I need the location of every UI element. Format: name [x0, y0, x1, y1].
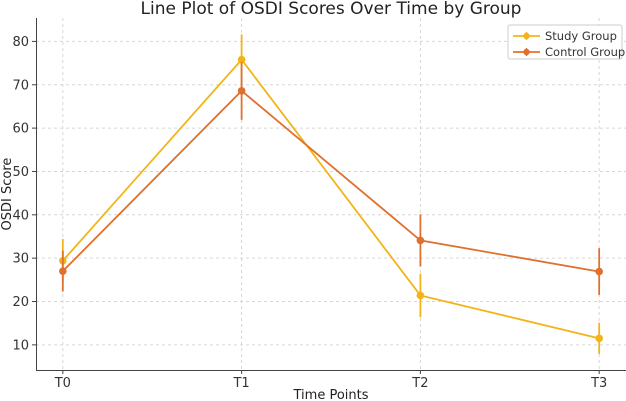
x-tick-label: T3 [590, 376, 607, 391]
data-point [416, 291, 425, 300]
grid [36, 18, 626, 370]
chart-title: Line Plot of OSDI Scores Over Time by Gr… [141, 0, 522, 19]
data-point [416, 236, 425, 245]
legend-box [507, 24, 623, 60]
data-point [595, 334, 603, 343]
y-tick-label: 20 [12, 295, 29, 310]
y-tick-label: 50 [12, 165, 29, 180]
x-tick-label: T0 [54, 376, 71, 391]
data-point [237, 87, 246, 95]
y-axis-label: OSDI Score [0, 158, 15, 231]
y-tick-label: 40 [12, 208, 29, 223]
y-tick-label: 80 [12, 35, 29, 50]
legend: Study Group Control Group [507, 24, 625, 60]
y-ticks: 10 20 30 40 50 60 70 80 [12, 35, 36, 353]
x-ticks: T0 T1 T2 T3 [54, 370, 607, 391]
series-control-group [59, 61, 603, 296]
legend-label: Study Group [545, 29, 617, 43]
legend-marker [523, 32, 530, 40]
series-line [62, 89, 600, 273]
y-tick-label: 30 [12, 252, 29, 267]
data-point [237, 55, 246, 64]
x-axis-label: Time Points [293, 388, 369, 401]
y-tick-label: 60 [12, 122, 29, 137]
data-point [595, 267, 603, 276]
series-layer [59, 34, 603, 354]
legend-marker [523, 48, 530, 56]
series-study-group [59, 34, 603, 354]
series-line [62, 58, 600, 340]
y-tick-label: 70 [12, 78, 29, 93]
data-point [59, 267, 67, 275]
legend-label: Control Group [545, 45, 625, 59]
x-tick-label: T1 [232, 376, 249, 391]
y-tick-label: 10 [12, 338, 29, 353]
x-tick-label: T2 [411, 376, 428, 391]
